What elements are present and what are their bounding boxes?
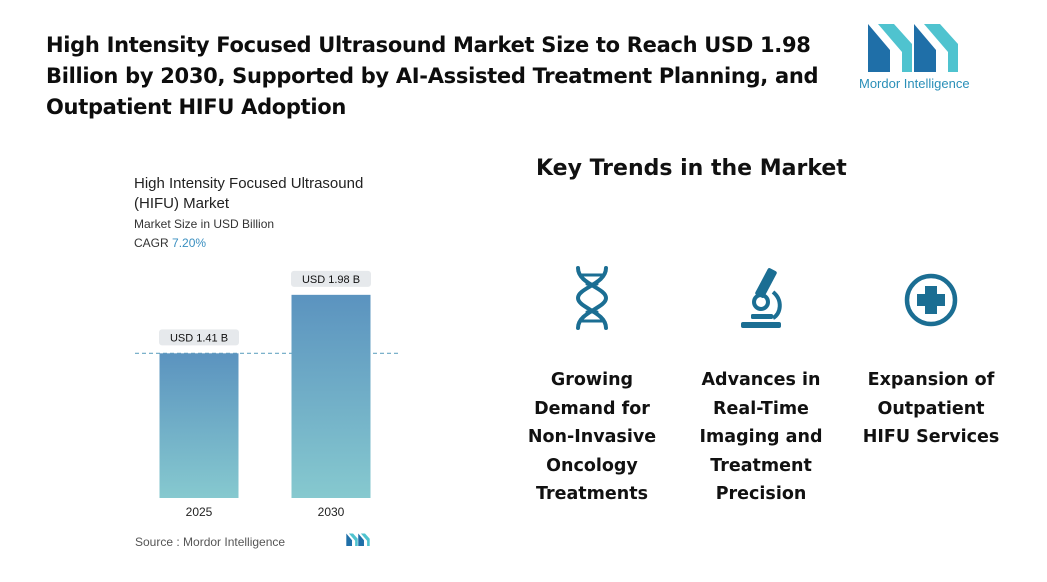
trend-label: Advances in Real-Time Imaging and Treatm… [699,370,823,504]
trend-item: Advances in Real-Time Imaging and Treatm… [681,266,841,509]
chart-cagr: CAGR 7.20% [134,236,206,250]
cagr-value: 7.20% [172,236,207,250]
page-title: High Intensity Focused Ultrasound Market… [46,33,819,119]
bar-chart: USD 1.41 B 2025 USD 1.98 B 2030 [135,270,400,519]
brand-name: Mordor Intelligence [859,76,970,91]
bar [159,353,239,498]
x-tick-label: 2030 [318,505,345,519]
trend-item: Growing Demand for Non-Invasive Oncology… [512,266,672,509]
data-label: USD 1.98 B [302,274,360,286]
bar [291,294,371,498]
microscope-icon [741,268,782,328]
data-label-bg [291,270,371,287]
brand-logo: Mordor Intelligence [859,22,974,94]
trend-label: Expansion of Outpatient HIFU Services [862,370,1000,447]
chart-subtitle: Market Size in USD Billion [134,217,275,231]
trend-item: Expansion of Outpatient HIFU Services [851,266,1011,452]
medical-cross-icon [904,273,958,327]
source-logo-icon [346,533,370,546]
data-label: USD 1.41 B [170,332,228,344]
cagr-label: CAGR [134,236,169,250]
chart-title: High Intensity Focused Ultrasound (HIFU)… [134,175,364,212]
dna-icon [575,266,609,330]
trends-title: Key Trends in the Market [536,156,847,181]
mordor-logo-icon [868,24,958,72]
x-tick-label: 2025 [186,505,213,519]
chart-source: Source : Mordor Intelligence [135,535,286,549]
data-label-bg [159,329,239,346]
trend-label: Growing Demand for Non-Invasive Oncology… [527,370,657,504]
